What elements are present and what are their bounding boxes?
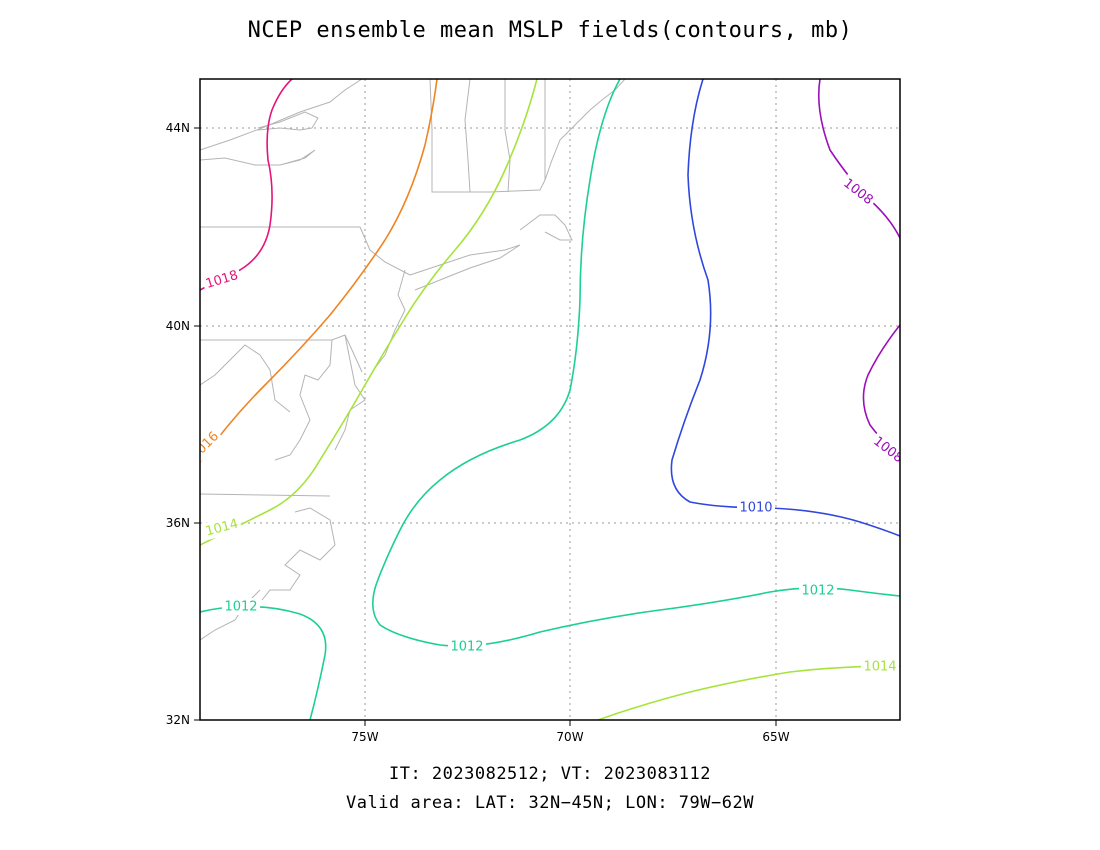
isobar-label-1012-3: 1012 [222,598,260,615]
lat-label-44n: 44N [166,121,190,135]
boundary-vt-nh [464,79,471,193]
boundary-pa-md [200,334,363,373]
boundary-nh-me [504,79,511,193]
isobar-1012-line-4 [372,79,900,647]
coastline-outer-banks [261,507,336,601]
isobar-label-1014-6: 1014 [861,658,899,675]
coastline-canada [200,79,363,151]
isobar-1012-line-3 [200,605,327,720]
boundary-virginia [200,344,291,413]
isobar-label-1018-0: 1018 [201,265,243,294]
coastlines [200,79,626,641]
map-title: NCEP ensemble mean MSLP fields(contours,… [247,18,853,43]
isobar-labels: 1018 1016 1014 1012 1012 1012 1014 1010 1008 1008 [200,173,900,675]
lon-label-75w: 75W [351,730,378,744]
plot-frame [199,78,901,721]
coastline-chesapeake [274,339,333,461]
isobar-label-bg [838,173,879,211]
boundary-new-england [429,79,546,193]
footer-valid-area: Valid area: LAT: 32N−45N; LON: 79W−62W [346,793,754,813]
isobar-label-1012-4: 1012 [448,638,486,655]
coastline-new-jersey [371,269,406,373]
graticule [200,79,900,720]
lat-label-32n: 32N [166,713,190,727]
footer-times: IT: 2023082512; VT: 2023083112 [388,764,712,784]
isobar-1010-line-6 [670,79,900,537]
isobar-label-text: 1018 [204,268,240,292]
isobar-1008-line-7 [817,79,900,239]
axis-ticks [194,127,777,726]
coastline-lake-ontario [257,111,319,131]
isobar-label-bg [201,514,243,541]
isobar-label-1016-1: 1016 [200,426,225,466]
isobar-1018-line-0 [200,79,293,291]
isobar-1014-line-5 [597,665,900,720]
coastline-lake-erie [200,149,316,166]
isobar-1016-line-1 [200,79,438,463]
boundary-ny-pa [200,226,411,276]
isobar-label-text: 1012 [224,600,257,615]
boundary-va-nc [200,493,331,497]
lat-label-36n: 36N [166,516,190,530]
isobar-label-bg [737,499,775,516]
isobar-label-bg [861,658,899,675]
isobar-label-bg [868,431,900,469]
isobar-label-1008-8: 1008 [838,173,879,211]
isobar-label-bg [200,426,225,466]
isobar-label-bg [222,598,260,615]
lon-label-70w: 70W [556,730,583,744]
isobar-label-1010-7: 1010 [737,499,775,516]
isobar-label-text: 1012 [801,584,834,599]
isobar-label-1008-9: 1008 [868,431,900,469]
isobar-contours [200,79,900,720]
lon-label-65w: 65W [762,730,789,744]
isobar-label-bg [799,582,837,599]
isobar-1014-line-2 [200,79,538,546]
isobar-label-1014-2: 1014 [201,514,243,541]
isobar-label-bg [201,265,243,294]
lat-label-40n: 40N [166,319,190,333]
coastline-long-island [409,244,521,291]
isobar-label-bg [448,638,486,655]
isobar-label-text: 1012 [450,640,483,655]
coastline-delmarva [334,334,366,451]
isobar-label-1012-5: 1012 [799,582,837,599]
isobar-label-text: 1014 [863,660,896,675]
isobar-label-text: 1010 [739,501,772,516]
coastline-cape-cod [519,214,573,241]
